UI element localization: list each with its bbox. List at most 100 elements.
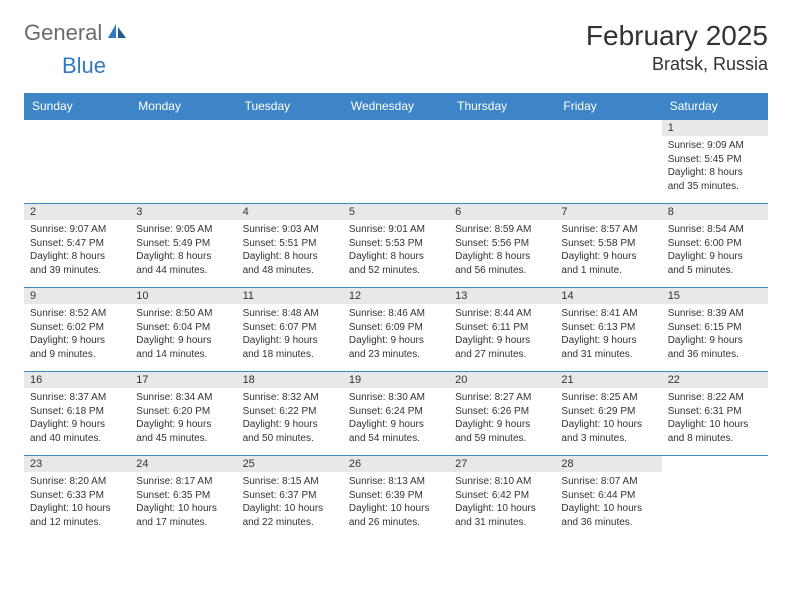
day-details: Sunrise: 8:10 AMSunset: 6:42 PMDaylight:…	[449, 472, 555, 533]
sunrise-text: Sunrise: 8:34 AM	[136, 391, 230, 405]
day-details: Sunrise: 8:48 AMSunset: 6:07 PMDaylight:…	[237, 304, 343, 365]
sunset-text: Sunset: 6:20 PM	[136, 405, 230, 419]
weekday-label: Saturday	[662, 93, 768, 120]
weekday-label: Monday	[130, 93, 236, 120]
day-number: 1	[662, 120, 768, 136]
daylight-text: Daylight: 10 hours and 3 minutes.	[561, 418, 655, 445]
sunrise-text: Sunrise: 8:25 AM	[561, 391, 655, 405]
day-number: 15	[662, 288, 768, 304]
sunset-text: Sunset: 5:58 PM	[561, 237, 655, 251]
sunset-text: Sunset: 5:47 PM	[30, 237, 124, 251]
sunset-text: Sunset: 6:22 PM	[243, 405, 337, 419]
calendar-cell: 15Sunrise: 8:39 AMSunset: 6:15 PMDayligh…	[662, 288, 768, 372]
daylight-text: Daylight: 8 hours and 48 minutes.	[243, 250, 337, 277]
logo-word1: General	[24, 20, 102, 46]
sunset-text: Sunset: 6:35 PM	[136, 489, 230, 503]
day-details: Sunrise: 8:17 AMSunset: 6:35 PMDaylight:…	[130, 472, 236, 533]
calendar-cell: 12Sunrise: 8:46 AMSunset: 6:09 PMDayligh…	[343, 288, 449, 372]
daylight-text: Daylight: 8 hours and 56 minutes.	[455, 250, 549, 277]
day-number: 5	[343, 204, 449, 220]
daylight-text: Daylight: 10 hours and 22 minutes.	[243, 502, 337, 529]
sunset-text: Sunset: 6:15 PM	[668, 321, 762, 335]
sunrise-text: Sunrise: 8:59 AM	[455, 223, 549, 237]
calendar-cell: 23Sunrise: 8:20 AMSunset: 6:33 PMDayligh…	[24, 456, 130, 540]
calendar-cell: 24Sunrise: 8:17 AMSunset: 6:35 PMDayligh…	[130, 456, 236, 540]
day-number: 22	[662, 372, 768, 388]
sunset-text: Sunset: 5:51 PM	[243, 237, 337, 251]
sunset-text: Sunset: 6:33 PM	[30, 489, 124, 503]
calendar-cell: 18Sunrise: 8:32 AMSunset: 6:22 PMDayligh…	[237, 372, 343, 456]
sunrise-text: Sunrise: 8:07 AM	[561, 475, 655, 489]
sunrise-text: Sunrise: 8:46 AM	[349, 307, 443, 321]
sunset-text: Sunset: 6:00 PM	[668, 237, 762, 251]
calendar-cell: 9Sunrise: 8:52 AMSunset: 6:02 PMDaylight…	[24, 288, 130, 372]
day-details: Sunrise: 8:54 AMSunset: 6:00 PMDaylight:…	[662, 220, 768, 281]
calendar-cell: 14Sunrise: 8:41 AMSunset: 6:13 PMDayligh…	[555, 288, 661, 372]
logo-sail-icon	[106, 22, 128, 45]
sunset-text: Sunset: 6:02 PM	[30, 321, 124, 335]
day-number: 26	[343, 456, 449, 472]
sunrise-text: Sunrise: 8:57 AM	[561, 223, 655, 237]
weekday-label: Wednesday	[343, 93, 449, 120]
sunset-text: Sunset: 5:49 PM	[136, 237, 230, 251]
weekday-header-row: Sunday Monday Tuesday Wednesday Thursday…	[24, 93, 768, 120]
daylight-text: Daylight: 9 hours and 40 minutes.	[30, 418, 124, 445]
daylight-text: Daylight: 9 hours and 27 minutes.	[455, 334, 549, 361]
calendar-cell: 2Sunrise: 9:07 AMSunset: 5:47 PMDaylight…	[24, 204, 130, 288]
sunset-text: Sunset: 6:26 PM	[455, 405, 549, 419]
calendar-cell: 3Sunrise: 9:05 AMSunset: 5:49 PMDaylight…	[130, 204, 236, 288]
sunrise-text: Sunrise: 8:30 AM	[349, 391, 443, 405]
sunset-text: Sunset: 6:24 PM	[349, 405, 443, 419]
sunset-text: Sunset: 6:42 PM	[455, 489, 549, 503]
calendar-cell: 20Sunrise: 8:27 AMSunset: 6:26 PMDayligh…	[449, 372, 555, 456]
sunset-text: Sunset: 6:09 PM	[349, 321, 443, 335]
calendar-cell: 11Sunrise: 8:48 AMSunset: 6:07 PMDayligh…	[237, 288, 343, 372]
daylight-text: Daylight: 10 hours and 36 minutes.	[561, 502, 655, 529]
sunset-text: Sunset: 6:31 PM	[668, 405, 762, 419]
calendar-cell	[343, 120, 449, 204]
sunset-text: Sunset: 6:29 PM	[561, 405, 655, 419]
location-label: Bratsk, Russia	[586, 54, 768, 75]
calendar-week-row: 16Sunrise: 8:37 AMSunset: 6:18 PMDayligh…	[24, 372, 768, 456]
day-details: Sunrise: 8:20 AMSunset: 6:33 PMDaylight:…	[24, 472, 130, 533]
calendar-cell: 13Sunrise: 8:44 AMSunset: 6:11 PMDayligh…	[449, 288, 555, 372]
day-number: 10	[130, 288, 236, 304]
day-details: Sunrise: 8:39 AMSunset: 6:15 PMDaylight:…	[662, 304, 768, 365]
sunrise-text: Sunrise: 9:01 AM	[349, 223, 443, 237]
day-details: Sunrise: 8:41 AMSunset: 6:13 PMDaylight:…	[555, 304, 661, 365]
calendar-week-row: 9Sunrise: 8:52 AMSunset: 6:02 PMDaylight…	[24, 288, 768, 372]
day-number: 19	[343, 372, 449, 388]
sunrise-text: Sunrise: 8:15 AM	[243, 475, 337, 489]
calendar-cell	[237, 120, 343, 204]
calendar-cell: 4Sunrise: 9:03 AMSunset: 5:51 PMDaylight…	[237, 204, 343, 288]
daylight-text: Daylight: 9 hours and 59 minutes.	[455, 418, 549, 445]
day-number: 11	[237, 288, 343, 304]
day-details: Sunrise: 9:01 AMSunset: 5:53 PMDaylight:…	[343, 220, 449, 281]
day-number: 3	[130, 204, 236, 220]
day-number: 16	[24, 372, 130, 388]
sunrise-text: Sunrise: 9:05 AM	[136, 223, 230, 237]
sunrise-text: Sunrise: 9:09 AM	[668, 139, 762, 153]
sunset-text: Sunset: 6:44 PM	[561, 489, 655, 503]
daylight-text: Daylight: 10 hours and 26 minutes.	[349, 502, 443, 529]
calendar-cell: 10Sunrise: 8:50 AMSunset: 6:04 PMDayligh…	[130, 288, 236, 372]
daylight-text: Daylight: 9 hours and 36 minutes.	[668, 334, 762, 361]
daylight-text: Daylight: 9 hours and 23 minutes.	[349, 334, 443, 361]
sunrise-text: Sunrise: 8:17 AM	[136, 475, 230, 489]
sunset-text: Sunset: 6:11 PM	[455, 321, 549, 335]
sunrise-text: Sunrise: 8:22 AM	[668, 391, 762, 405]
weekday-label: Thursday	[449, 93, 555, 120]
calendar-cell: 5Sunrise: 9:01 AMSunset: 5:53 PMDaylight…	[343, 204, 449, 288]
sunrise-text: Sunrise: 8:39 AM	[668, 307, 762, 321]
day-details: Sunrise: 8:30 AMSunset: 6:24 PMDaylight:…	[343, 388, 449, 449]
day-number: 27	[449, 456, 555, 472]
day-details: Sunrise: 8:57 AMSunset: 5:58 PMDaylight:…	[555, 220, 661, 281]
daylight-text: Daylight: 9 hours and 1 minute.	[561, 250, 655, 277]
day-number: 4	[237, 204, 343, 220]
calendar-cell	[555, 120, 661, 204]
sunset-text: Sunset: 6:07 PM	[243, 321, 337, 335]
day-number: 14	[555, 288, 661, 304]
weekday-label: Tuesday	[237, 93, 343, 120]
day-number: 28	[555, 456, 661, 472]
sunrise-text: Sunrise: 8:37 AM	[30, 391, 124, 405]
